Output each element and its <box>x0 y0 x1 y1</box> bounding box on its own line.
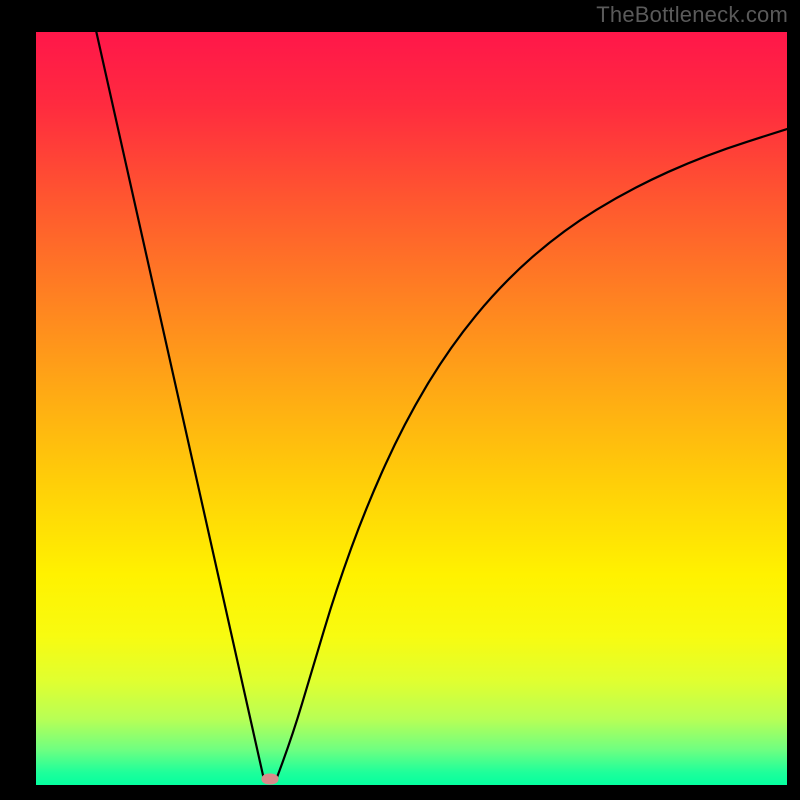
watermark-text: TheBottleneck.com <box>596 2 788 28</box>
chart-container: { "watermark": { "text": "TheBottleneck.… <box>0 0 800 800</box>
plot-frame <box>34 30 789 787</box>
vertex-marker <box>261 774 278 785</box>
